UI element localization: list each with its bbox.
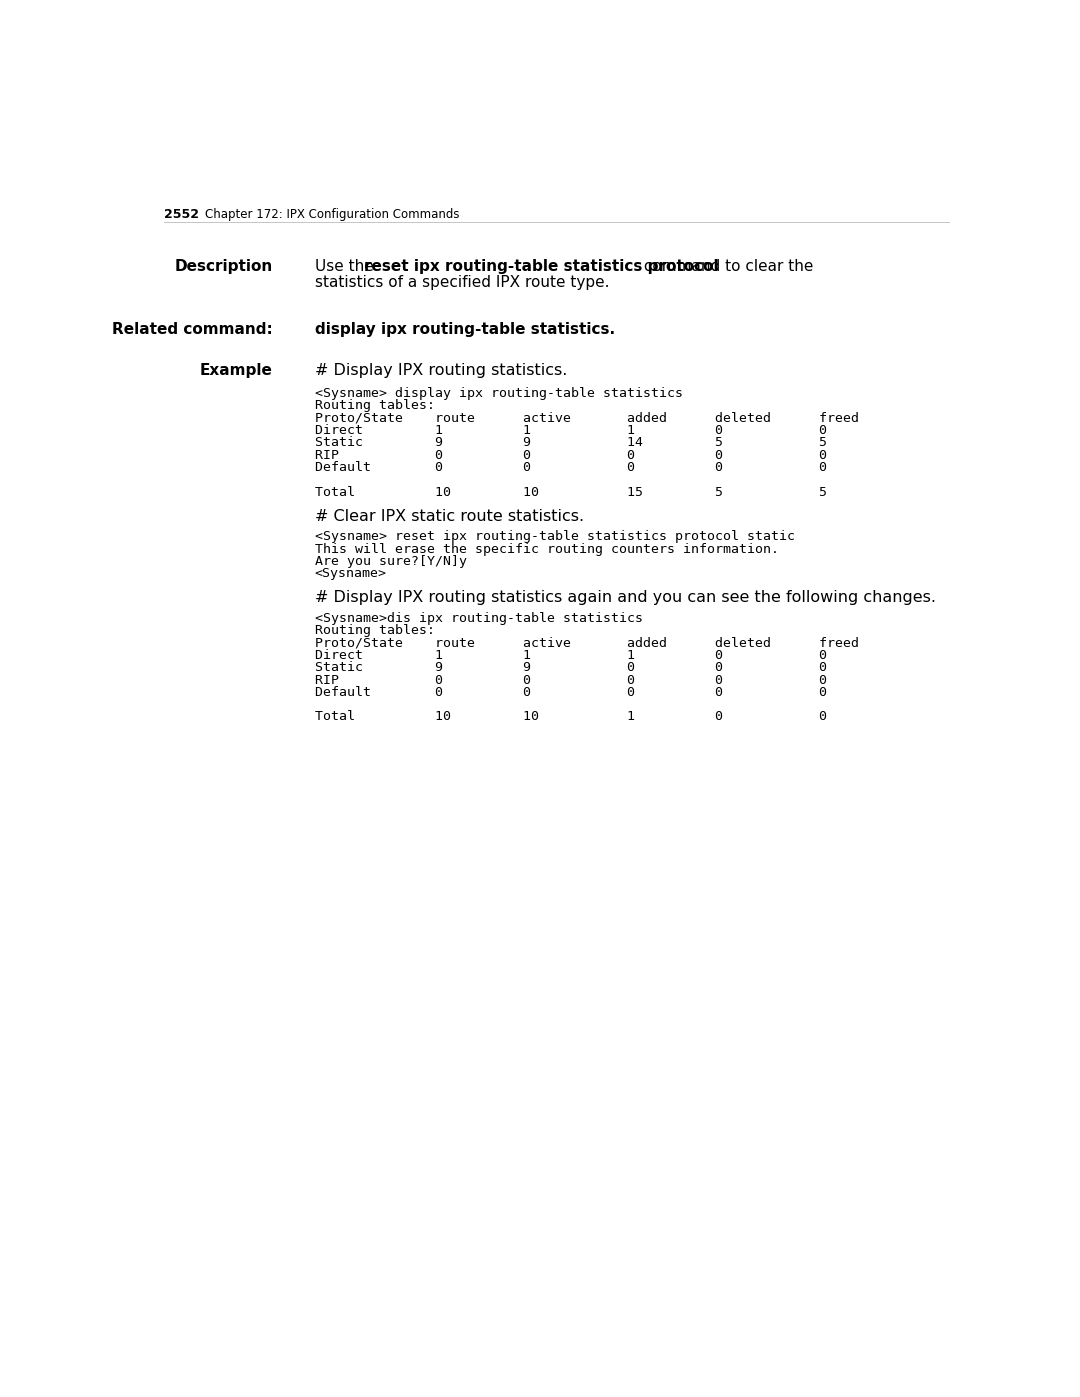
Text: Are you sure?[Y/N]y: Are you sure?[Y/N]y <box>314 555 467 569</box>
Text: 2552: 2552 <box>164 208 200 221</box>
Text: <Sysname>dis ipx routing-table statistics: <Sysname>dis ipx routing-table statistic… <box>314 612 643 624</box>
Text: Proto/State    route      active       added      deleted      freed: Proto/State route active added deleted f… <box>314 412 859 425</box>
Text: Total          10         10           1          0            0: Total 10 10 1 0 0 <box>314 711 827 724</box>
Text: Direct         1          1            1          0            0: Direct 1 1 1 0 0 <box>314 648 827 662</box>
Text: RIP            0          0            0          0            0: RIP 0 0 0 0 0 <box>314 673 827 686</box>
Text: Use the: Use the <box>314 258 378 274</box>
Text: # Display IPX routing statistics again and you can see the following changes.: # Display IPX routing statistics again a… <box>314 591 935 605</box>
Text: Related command:: Related command: <box>112 321 273 337</box>
Text: display ipx routing-table statistics.: display ipx routing-table statistics. <box>314 321 615 337</box>
Text: Default        0          0            0          0            0: Default 0 0 0 0 0 <box>314 461 827 474</box>
Text: Proto/State    route      active       added      deleted      freed: Proto/State route active added deleted f… <box>314 637 859 650</box>
Text: This will erase the specific routing counters information.: This will erase the specific routing cou… <box>314 542 779 556</box>
Text: Routing tables:: Routing tables: <box>314 624 435 637</box>
Text: <Sysname>: <Sysname> <box>314 567 387 580</box>
Text: Example: Example <box>200 363 273 379</box>
Text: statistics of a specified IPX route type.: statistics of a specified IPX route type… <box>314 275 609 291</box>
Text: Description: Description <box>175 258 273 274</box>
Text: Routing tables:: Routing tables: <box>314 400 435 412</box>
Text: <Sysname> display ipx routing-table statistics: <Sysname> display ipx routing-table stat… <box>314 387 683 400</box>
Text: Default        0          0            0          0            0: Default 0 0 0 0 0 <box>314 686 827 698</box>
Text: Total          10         10           15         5            5: Total 10 10 15 5 5 <box>314 486 827 499</box>
Text: # Clear IPX static route statistics.: # Clear IPX static route statistics. <box>314 509 584 524</box>
Text: <Sysname> reset ipx routing-table statistics protocol static: <Sysname> reset ipx routing-table statis… <box>314 531 795 543</box>
Text: command to clear the: command to clear the <box>639 258 813 274</box>
Text: Static         9          9            0          0            0: Static 9 9 0 0 0 <box>314 661 827 675</box>
Text: Chapter 172: IPX Configuration Commands: Chapter 172: IPX Configuration Commands <box>205 208 459 221</box>
Text: RIP            0          0            0          0            0: RIP 0 0 0 0 0 <box>314 448 827 461</box>
Text: reset ipx routing-table statistics protocol: reset ipx routing-table statistics proto… <box>364 258 718 274</box>
Text: # Display IPX routing statistics.: # Display IPX routing statistics. <box>314 363 567 379</box>
Text: Static         9          9            14         5            5: Static 9 9 14 5 5 <box>314 436 827 450</box>
Text: Direct         1          1            1          0            0: Direct 1 1 1 0 0 <box>314 425 827 437</box>
